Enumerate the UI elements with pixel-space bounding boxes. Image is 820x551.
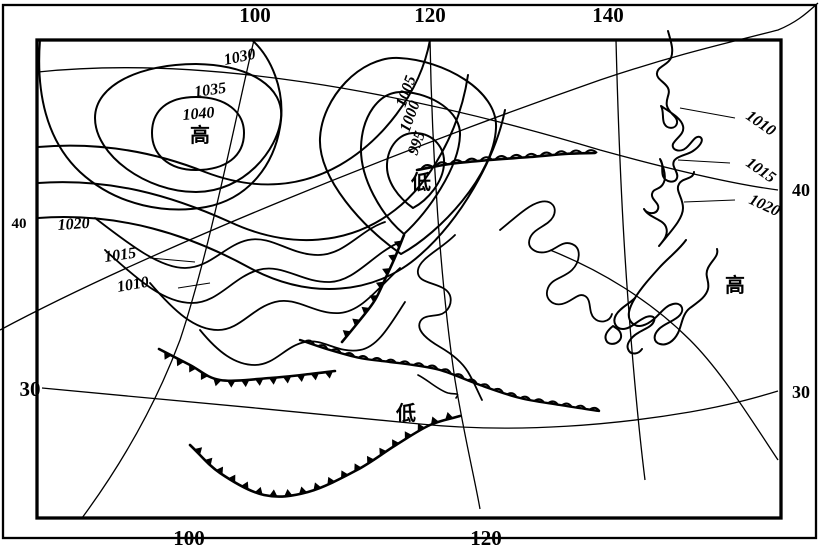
svg-text:1035: 1035 — [193, 80, 227, 101]
svg-text:40: 40 — [12, 216, 27, 232]
svg-text:低: 低 — [395, 401, 416, 425]
svg-text:1030: 1030 — [222, 46, 257, 69]
svg-text:1015: 1015 — [743, 154, 779, 186]
svg-text:1020: 1020 — [57, 215, 90, 234]
svg-text:1040: 1040 — [182, 104, 215, 124]
svg-text:30: 30 — [792, 382, 810, 402]
svg-text:1020: 1020 — [746, 191, 782, 220]
svg-text:140: 140 — [592, 3, 624, 27]
svg-text:100: 100 — [239, 3, 271, 27]
svg-text:低: 低 — [410, 170, 431, 194]
svg-text:1010: 1010 — [116, 274, 150, 296]
svg-text:120: 120 — [414, 3, 446, 27]
svg-text:40: 40 — [792, 180, 810, 200]
svg-text:1015: 1015 — [103, 245, 137, 266]
svg-text:1010: 1010 — [743, 107, 779, 139]
svg-text:高: 高 — [190, 123, 210, 147]
svg-text:120: 120 — [470, 526, 502, 550]
svg-text:100: 100 — [173, 526, 205, 550]
svg-text:30: 30 — [20, 377, 41, 401]
svg-text:高: 高 — [725, 273, 745, 297]
